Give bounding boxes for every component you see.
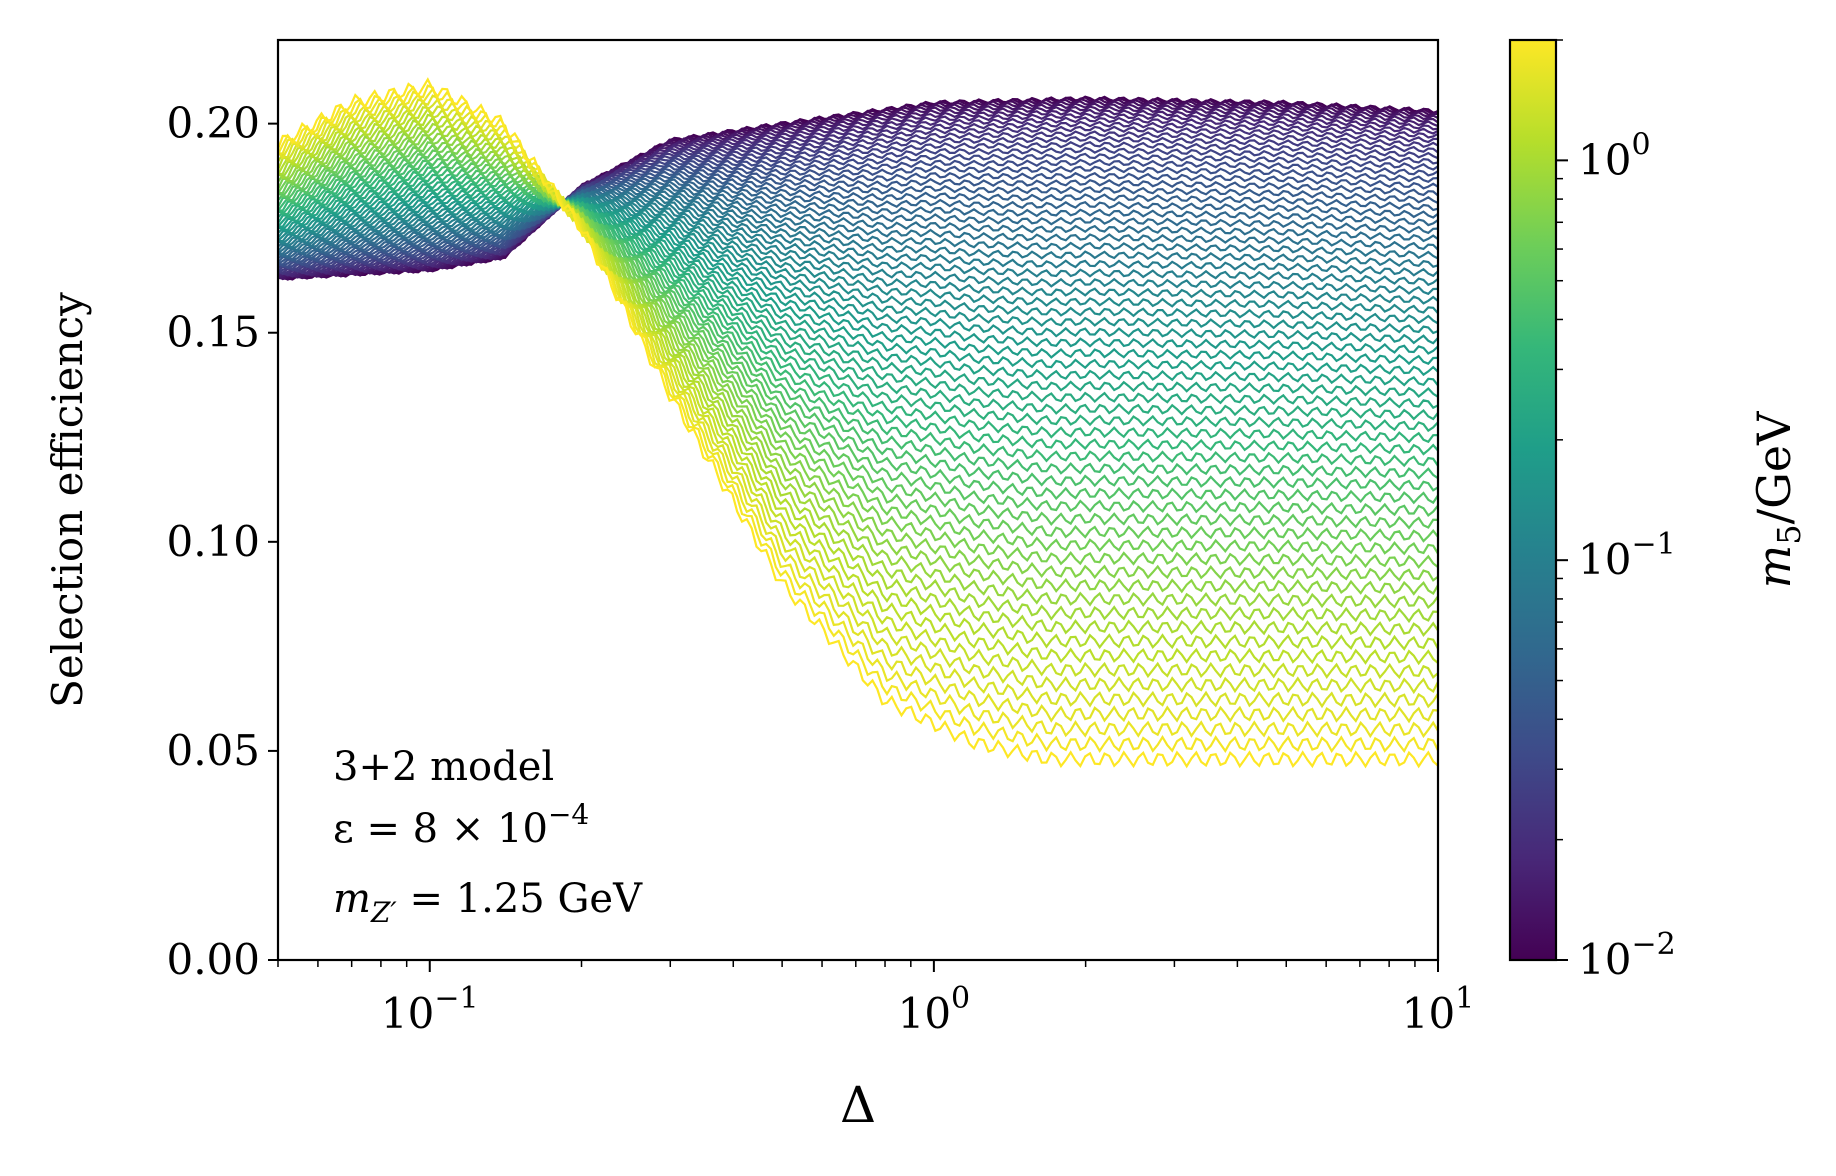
efficiency-curve — [278, 178, 1438, 260]
x-tick-label: 10−1 — [381, 981, 479, 1038]
colorbar-ticks: 10−2 10−1 100 — [1556, 39, 1676, 984]
colorbar-tick-label: 10−1 — [1578, 527, 1676, 584]
efficiency-curve — [278, 159, 1438, 492]
x-axis-label: Δ — [840, 1076, 876, 1134]
efficiency-curve — [278, 192, 1438, 269]
efficiency-curve — [278, 134, 1438, 569]
efficiency-curve — [278, 99, 1438, 695]
y-tick-label: 0.20 — [166, 99, 260, 148]
efficiency-curve — [278, 158, 1438, 268]
efficiency-curve — [278, 125, 1438, 610]
efficiency-curve — [278, 107, 1438, 666]
annotation-epsilon: ε = 8 × 10−4 — [333, 798, 589, 852]
efficiency-curves — [278, 77, 1438, 769]
efficiency-curve — [278, 151, 1438, 517]
x-tick-label: 101 — [1402, 981, 1475, 1038]
efficiency-curve — [278, 180, 1438, 258]
efficiency-curve — [278, 120, 1438, 276]
efficiency-curve — [278, 193, 1438, 287]
x-axis: 10−1 100 101 — [277, 960, 1475, 1038]
efficiency-curve — [278, 197, 1438, 355]
annotation-mass: mZ′ = 1.25 GeV — [333, 876, 643, 929]
efficiency-curve — [278, 172, 1438, 263]
efficiency-curve — [278, 182, 1438, 410]
efficiency-curve — [278, 178, 1438, 421]
y-axis: 0.00 0.05 0.10 0.15 0.20 — [166, 99, 278, 984]
y-tick-label: 0.10 — [166, 517, 260, 566]
efficiency-curve — [278, 191, 1438, 260]
efficiency-curve — [278, 106, 1438, 680]
efficiency-curve — [278, 112, 1438, 278]
colorbar-tick-label: 100 — [1578, 127, 1651, 184]
y-tick-label: 0.15 — [166, 308, 260, 357]
efficiency-curve — [278, 192, 1438, 278]
efficiency-curve — [278, 196, 1438, 325]
colorbar: 10−2 10−1 100 m5/GeV — [1508, 38, 1808, 984]
efficiency-curve — [278, 84, 1438, 754]
colorbar-gradient — [1508, 38, 1558, 962]
efficiency-curve — [278, 197, 1438, 335]
efficiency-curve — [278, 152, 1438, 270]
efficiency-curve — [278, 184, 1438, 399]
efficiency-curve — [278, 133, 1438, 582]
y-axis-label: Selection efficiency — [43, 292, 92, 708]
efficiency-curve — [278, 154, 1438, 505]
y-tick-label: 0.00 — [166, 935, 260, 984]
efficiency-curve — [278, 160, 1438, 480]
efficiency-curve — [278, 175, 1438, 261]
efficiency-curve — [278, 96, 1438, 281]
efficiency-curve — [278, 97, 1438, 709]
annotation-model: 3+2 model — [333, 744, 554, 790]
colorbar-tick-label: 10−2 — [1578, 927, 1676, 984]
efficiency-curve — [278, 175, 1438, 433]
y-tick-label: 0.05 — [166, 726, 260, 775]
efficiency-curve — [278, 196, 1438, 345]
plot-frame — [276, 38, 1440, 962]
x-tick-label: 100 — [898, 981, 971, 1038]
efficiency-curve — [278, 146, 1438, 270]
efficiency-curve — [278, 140, 1438, 272]
efficiency-curve — [278, 77, 1438, 769]
efficiency-curve — [278, 128, 1438, 596]
efficiency-curve — [278, 116, 1438, 277]
colorbar-label: m5/GeV — [1747, 411, 1808, 588]
model-annotation: 3+2 model ε = 8 × 10−4 mZ′ = 1.25 GeV — [333, 744, 643, 929]
